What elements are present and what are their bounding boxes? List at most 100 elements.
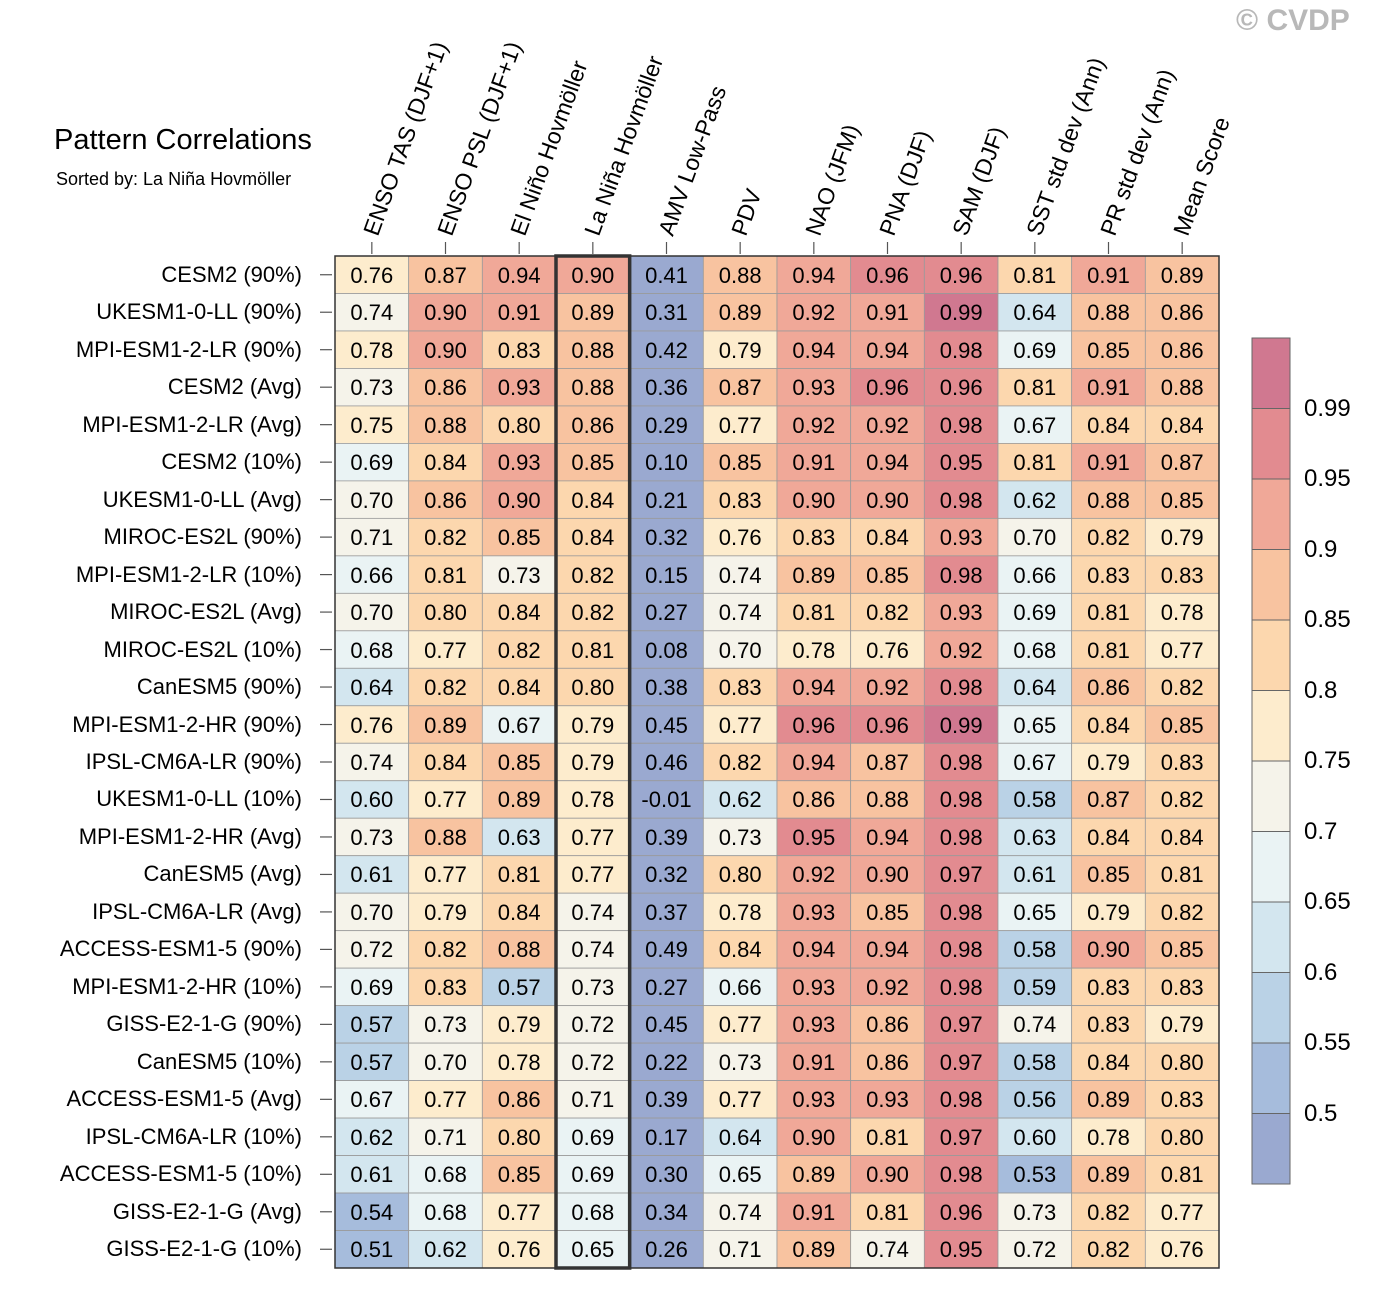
cell-value-label: 0.93 xyxy=(792,1012,836,1038)
cell-value-label: 0.76 xyxy=(1160,1237,1204,1263)
heatmap-cell xyxy=(850,967,925,1007)
heatmap-cell xyxy=(408,1080,483,1119)
cell-value-label: 0.53 xyxy=(1013,1162,1057,1188)
heatmap-cell xyxy=(850,405,925,444)
cell-value-label: 0.74 xyxy=(571,937,615,963)
cell-value-label: 0.93 xyxy=(792,375,836,401)
cell-value-label: 0.81 xyxy=(1013,375,1057,401)
cell-value-label: 0.81 xyxy=(1013,450,1057,476)
row-label: CESM2 (90%) xyxy=(161,261,302,287)
heatmap-cell xyxy=(629,293,704,332)
cell-value-label: 0.88 xyxy=(571,337,615,363)
cell-value-label: 0.82 xyxy=(1087,525,1130,551)
cell-value-label: 0.78 xyxy=(571,787,615,813)
cell-value-label: 0.94 xyxy=(866,824,909,850)
cell-value-label: 0.86 xyxy=(424,487,467,513)
heatmap-cell xyxy=(334,1042,410,1081)
cell-value-label: 0.21 xyxy=(645,487,688,513)
heatmap-cell xyxy=(1071,742,1146,782)
heatmap-cell xyxy=(1144,892,1220,932)
heatmap-cell xyxy=(334,405,410,444)
colorbar-segment xyxy=(1252,972,1290,1043)
cell-value-label: 0.77 xyxy=(424,787,467,813)
heatmap-cell xyxy=(702,1080,778,1119)
cell-value-label: 0.83 xyxy=(1160,750,1204,775)
cell-value-label: 0.74 xyxy=(866,1237,909,1263)
cell-value-label: 0.61 xyxy=(350,862,394,888)
heatmap-cell xyxy=(702,555,778,594)
cell-value-label: 0.65 xyxy=(1013,899,1057,925)
heatmap-cell xyxy=(776,705,852,744)
heatmap-cell xyxy=(776,630,852,669)
cell-value-label: 0.98 xyxy=(939,1162,983,1188)
cell-value-label: 0.82 xyxy=(424,675,467,701)
cell-value-label: 0.84 xyxy=(424,450,467,476)
heatmap-cell xyxy=(702,1230,778,1269)
colorbar-label: 0.85 xyxy=(1304,606,1351,633)
cell-value-label: 0.74 xyxy=(350,750,394,775)
cell-value-label: 0.97 xyxy=(939,1012,983,1038)
cell-value-label: 0.65 xyxy=(1013,712,1057,738)
cell-value-label: 0.88 xyxy=(718,262,762,288)
cell-value-label: 0.78 xyxy=(718,899,762,925)
cell-value-label: 0.84 xyxy=(1087,712,1130,738)
cell-value-label: 0.98 xyxy=(939,487,983,513)
heatmap-cell xyxy=(776,592,852,632)
heatmap-cell xyxy=(629,1042,704,1081)
cell-value-label: 0.67 xyxy=(1013,412,1057,438)
cell-value-label: 0.85 xyxy=(497,1162,541,1188)
cell-value-label: 0.85 xyxy=(497,525,541,551)
cell-value-label: 0.39 xyxy=(645,824,688,850)
heatmap-cell xyxy=(408,817,483,857)
heatmap-cell xyxy=(850,930,925,969)
heatmap-cell xyxy=(702,1192,778,1231)
heatmap-cell xyxy=(1071,293,1146,332)
heatmap-cell xyxy=(481,630,557,669)
cell-value-label: 0.94 xyxy=(866,937,909,963)
heatmap-cell xyxy=(408,1192,483,1231)
cell-value-label: 0.74 xyxy=(718,600,762,626)
cell-value-label: 0.85 xyxy=(1087,337,1130,363)
heatmap-cell xyxy=(1071,405,1146,444)
cell-value-label: 0.97 xyxy=(939,1124,983,1150)
heatmap-cell xyxy=(408,855,483,894)
colorbar-segment xyxy=(1252,620,1290,691)
cell-value-label: 0.78 xyxy=(1087,1124,1130,1150)
heatmap-cell xyxy=(629,592,704,632)
cell-value-label: 0.26 xyxy=(645,1237,688,1263)
heatmap-cell xyxy=(850,667,925,707)
cell-value-label: 0.82 xyxy=(718,750,762,775)
heatmap-cell xyxy=(997,1080,1073,1119)
heatmap-cell xyxy=(702,855,778,894)
heatmap-cell xyxy=(1144,255,1220,294)
cell-value-label: 0.41 xyxy=(645,262,688,288)
cell-value-label: 0.94 xyxy=(792,337,836,363)
heatmap-cell xyxy=(997,368,1073,407)
heatmap-cell xyxy=(1144,855,1220,894)
heatmap-cell xyxy=(923,667,999,707)
heatmap-cell xyxy=(850,1155,925,1194)
cell-value-label: 0.36 xyxy=(645,375,688,401)
cell-value-label: 0.90 xyxy=(424,337,467,363)
cell-value-label: 0.92 xyxy=(866,675,909,701)
cell-value-label: 0.82 xyxy=(866,600,909,626)
heatmap-cell xyxy=(776,293,852,332)
cell-value-label: 0.93 xyxy=(497,375,541,401)
cell-value-label: 0.45 xyxy=(645,712,688,738)
cell-value-label: 0.08 xyxy=(645,637,688,663)
colorbar-segment xyxy=(1252,831,1290,902)
cell-value-label: 0.72 xyxy=(571,1012,615,1038)
cell-value-label: 0.88 xyxy=(1087,487,1130,513)
row-label: MPI-ESM1-2-HR (Avg) xyxy=(78,823,302,849)
heatmap-cell xyxy=(408,368,483,407)
heatmap-cell xyxy=(850,255,925,294)
cell-value-label: 0.79 xyxy=(1160,1012,1204,1038)
row-label: GISS-E2-1-G (90%) xyxy=(106,1011,302,1037)
heatmap-cell xyxy=(997,1230,1073,1269)
cell-value-label: 0.84 xyxy=(1087,1049,1130,1075)
cell-value-label: 0.85 xyxy=(866,562,909,588)
cell-value-label: 0.10 xyxy=(645,450,688,476)
cell-value-label: 0.96 xyxy=(939,262,983,288)
cell-value-label: 0.74 xyxy=(350,300,394,326)
